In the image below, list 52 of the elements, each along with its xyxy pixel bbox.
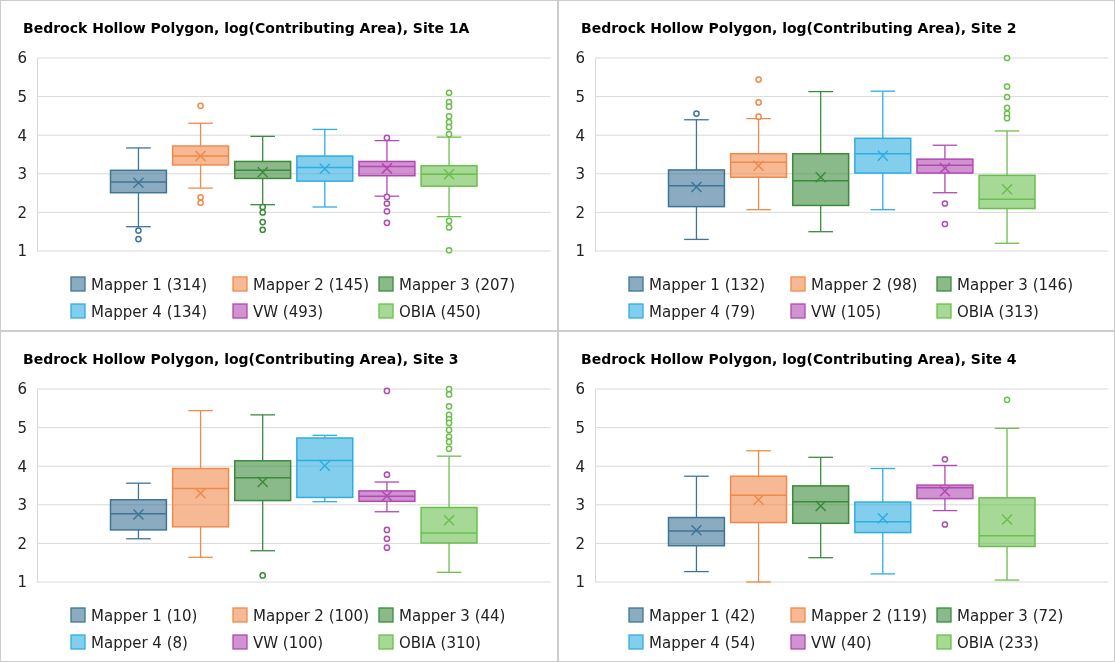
- y-tick-label: 4: [17, 457, 27, 476]
- y-tick-label: 1: [17, 573, 27, 592]
- y-tick-label: 6: [574, 380, 585, 399]
- legend-label: Mapper 4 (79): [648, 302, 755, 321]
- legend-label: Mapper 3 (207): [399, 275, 515, 294]
- y-tick-label: 2: [574, 203, 585, 222]
- legend-label: Mapper 4 (134): [91, 302, 207, 321]
- y-tick-label: 5: [17, 87, 27, 106]
- legend-label: Mapper 3 (72): [956, 606, 1063, 625]
- legend-label: Mapper 2 (145): [253, 275, 369, 294]
- legend-label: Mapper 1 (10): [91, 606, 198, 625]
- legend-label: VW (100): [253, 633, 324, 652]
- y-tick-label: 1: [574, 242, 585, 261]
- legend-label: Mapper 1 (132): [648, 275, 765, 294]
- y-tick-label: 2: [17, 203, 27, 222]
- legend-label: VW (40): [810, 633, 872, 652]
- chart-title: Bedrock Hollow Polygon, log(Contributing Area), Site 4: [580, 351, 1017, 367]
- legend-label: Mapper 4 (54): [648, 633, 755, 652]
- legend-label: Mapper 3 (146): [956, 275, 1073, 294]
- legend-label: OBIA (450): [399, 302, 481, 321]
- y-tick-label: 1: [17, 242, 27, 261]
- y-tick-label: 5: [17, 418, 27, 437]
- y-tick-label: 2: [574, 534, 585, 553]
- y-tick-label: 3: [574, 165, 585, 184]
- legend-label: OBIA (233): [956, 633, 1039, 652]
- y-tick-label: 3: [574, 496, 585, 515]
- y-tick-label: 3: [17, 165, 27, 184]
- y-tick-label: 5: [574, 87, 585, 106]
- y-tick-label: 4: [17, 126, 27, 145]
- chart-title: Bedrock Hollow Polygon, log(Contributing Area), Site 3: [23, 351, 459, 367]
- legend-label: Mapper 4 (8): [91, 633, 188, 652]
- legend-label: VW (493): [253, 302, 324, 321]
- y-tick-label: 6: [17, 380, 27, 399]
- legend-label: OBIA (313): [956, 302, 1039, 321]
- y-tick-label: 4: [574, 457, 585, 476]
- legend-label: Mapper 3 (44): [399, 606, 506, 625]
- legend-label: Mapper 2 (100): [253, 606, 369, 625]
- legend-label: Mapper 1 (314): [91, 275, 207, 294]
- y-tick-label: 5: [574, 418, 585, 437]
- legend-label: Mapper 2 (98): [810, 275, 917, 294]
- legend-label: VW (105): [810, 302, 881, 321]
- y-tick-label: 1: [574, 573, 585, 592]
- legend-label: OBIA (310): [399, 633, 481, 652]
- legend-label: Mapper 2 (119): [810, 606, 927, 625]
- y-tick-label: 2: [17, 534, 27, 553]
- y-tick-label: 4: [574, 126, 585, 145]
- y-tick-label: 6: [574, 49, 585, 68]
- chart-title: Bedrock Hollow Polygon, log(Contributing Area), Site 2: [580, 20, 1017, 36]
- legend-label: Mapper 1 (42): [648, 606, 755, 625]
- y-tick-label: 6: [17, 49, 27, 68]
- chart-title: Bedrock Hollow Polygon, log(Contributing Area), Site 1A: [23, 20, 470, 36]
- y-tick-label: 3: [17, 496, 27, 515]
